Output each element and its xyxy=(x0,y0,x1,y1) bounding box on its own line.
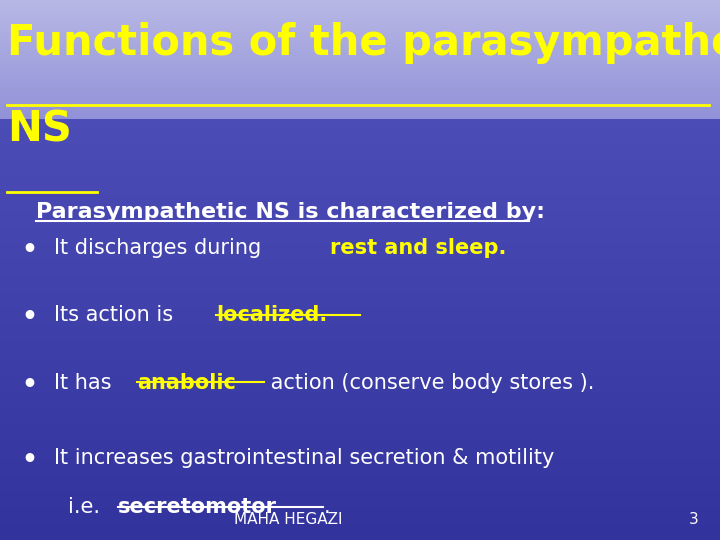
Text: action (conserve body stores ).: action (conserve body stores ). xyxy=(264,373,595,393)
Text: Its action is: Its action is xyxy=(54,305,180,325)
Text: i.e.: i.e. xyxy=(68,497,107,517)
Text: secretomotor: secretomotor xyxy=(118,497,277,517)
Text: It has: It has xyxy=(54,373,118,393)
Text: •: • xyxy=(22,448,37,472)
Text: .: . xyxy=(323,497,330,517)
Text: It increases gastrointestinal secretion & motility: It increases gastrointestinal secretion … xyxy=(54,448,554,468)
Text: •: • xyxy=(22,305,37,329)
Text: rest and sleep.: rest and sleep. xyxy=(330,238,506,258)
Text: It discharges during: It discharges during xyxy=(54,238,268,258)
Text: MAHA HEGAZI: MAHA HEGAZI xyxy=(234,511,342,526)
Text: Parasympathetic NS is characterized by:: Parasympathetic NS is characterized by: xyxy=(36,202,545,222)
Text: •: • xyxy=(22,373,37,396)
Text: •: • xyxy=(22,238,37,261)
Text: Functions of the parasympathetic: Functions of the parasympathetic xyxy=(7,22,720,64)
Text: 3: 3 xyxy=(688,511,698,526)
Text: localized.: localized. xyxy=(216,305,328,325)
Text: NS: NS xyxy=(7,108,72,150)
Text: anabolic: anabolic xyxy=(137,373,235,393)
